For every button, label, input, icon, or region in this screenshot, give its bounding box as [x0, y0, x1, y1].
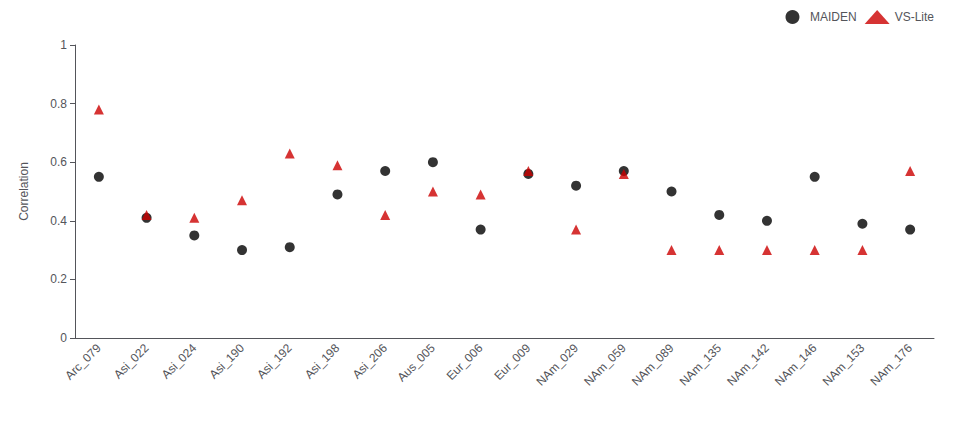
- svg-text:NAm_135: NAm_135: [677, 341, 725, 389]
- svg-text:0.8: 0.8: [50, 97, 67, 111]
- svg-text:0.4: 0.4: [50, 214, 67, 228]
- svg-text:NAm_089: NAm_089: [629, 341, 677, 389]
- svg-text:0: 0: [60, 331, 67, 345]
- svg-text:0.6: 0.6: [50, 155, 67, 169]
- svg-text:1: 1: [60, 38, 67, 52]
- svg-text:Arc_079: Arc_079: [62, 341, 104, 383]
- svg-text:NAm_146: NAm_146: [772, 341, 820, 389]
- svg-text:NAm_059: NAm_059: [581, 341, 629, 389]
- svg-text:Eur_009: Eur_009: [491, 341, 533, 383]
- svg-text:VS-Lite: VS-Lite: [895, 10, 935, 24]
- svg-text:Eur_006: Eur_006: [444, 341, 486, 383]
- svg-text:Asi_206: Asi_206: [350, 341, 391, 382]
- svg-text:NAm_176: NAm_176: [868, 341, 916, 389]
- svg-text:NAm_029: NAm_029: [533, 341, 581, 389]
- svg-text:Asi_198: Asi_198: [302, 341, 343, 382]
- svg-text:Aus_005: Aus_005: [395, 341, 439, 385]
- svg-text:Asi_022: Asi_022: [111, 341, 152, 382]
- svg-text:Correlation: Correlation: [17, 162, 31, 221]
- svg-text:MAIDEN: MAIDEN: [810, 10, 857, 24]
- svg-text:0.2: 0.2: [50, 272, 67, 286]
- svg-text:Asi_190: Asi_190: [206, 341, 247, 382]
- svg-text:NAm_142: NAm_142: [724, 341, 772, 389]
- svg-text:Asi_192: Asi_192: [254, 341, 295, 382]
- svg-text:Asi_024: Asi_024: [159, 341, 200, 382]
- svg-text:NAm_153: NAm_153: [820, 341, 868, 389]
